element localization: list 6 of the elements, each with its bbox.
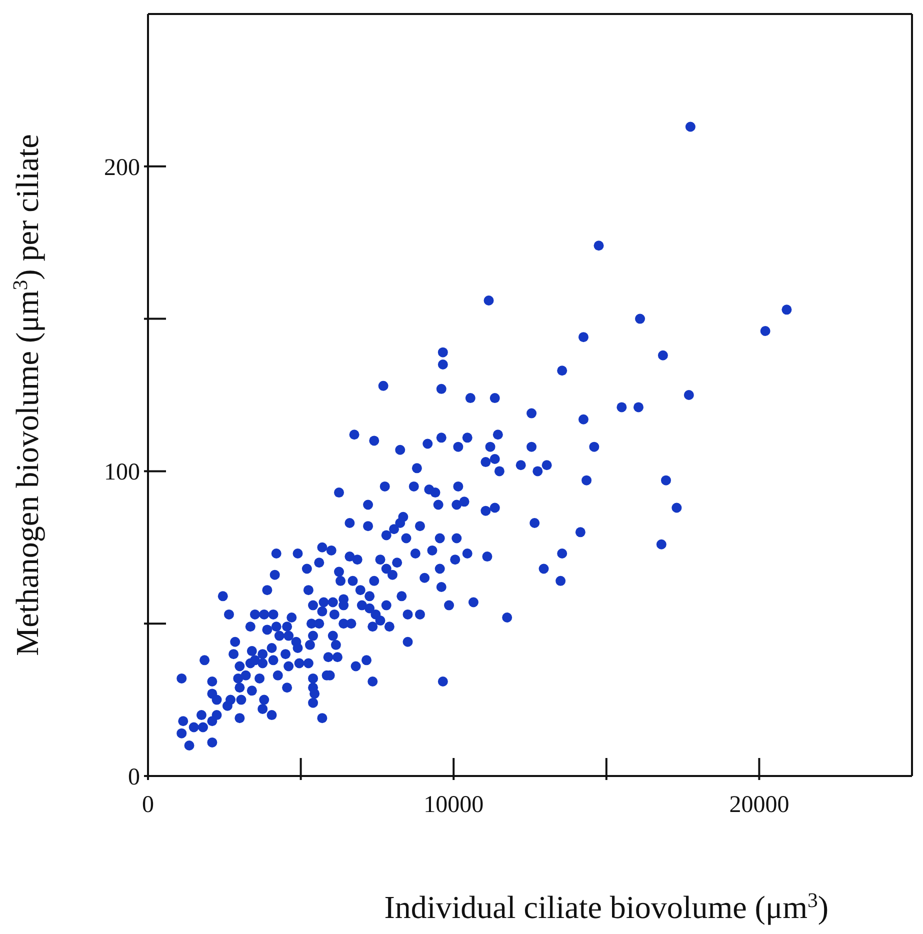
y-tick-label: 0: [128, 764, 140, 790]
x-tick-label: 10000: [424, 792, 484, 818]
y-tick-label: 100: [104, 460, 140, 486]
y-tick-label: 200: [104, 154, 140, 181]
x-axis-title: Individual ciliate biovolume (μm$^{3}$): [384, 888, 829, 925]
x-tick-label: 20000: [729, 792, 790, 818]
